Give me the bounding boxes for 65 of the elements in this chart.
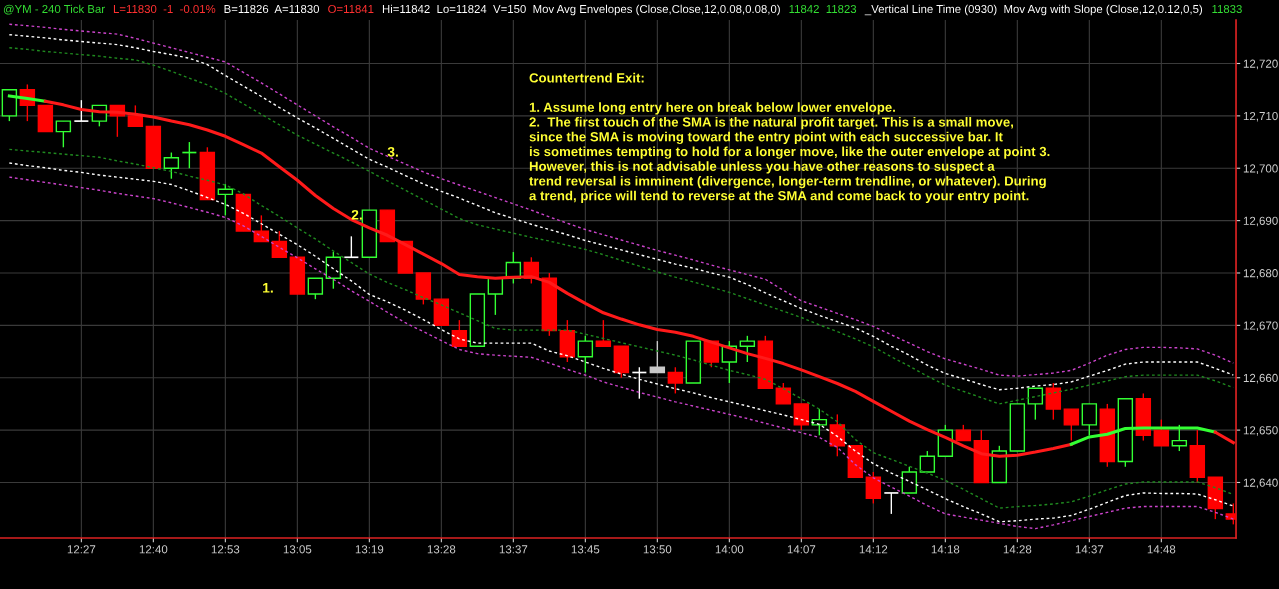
candlestick (829, 413, 846, 457)
text: _Vertical Line Time (0930) Mov Avg with Slope (Close,12,0.12,0,5) (864, 4, 1203, 16)
x-tick-label: 12:40 (139, 545, 168, 554)
y-tick-label: 12,700 (1243, 164, 1278, 174)
candlestick (163, 151, 180, 180)
candlestick (325, 251, 342, 290)
text: 11842 11823 (789, 4, 857, 14)
candlestick (1153, 418, 1170, 447)
chart-title: @YM - 240 Tick Bar (3, 4, 105, 15)
candlestick (1063, 408, 1080, 442)
candlestick (271, 230, 288, 258)
candlestick (343, 235, 360, 259)
y-tick-label: 12,690 (1243, 216, 1278, 227)
x-tick-label: 13:45 (571, 545, 600, 554)
candlestick (55, 120, 72, 148)
candlestick (451, 319, 468, 348)
candlestick (667, 366, 684, 395)
candlestick (127, 104, 144, 128)
candlestick (883, 492, 900, 515)
y-tick-label: 12,640 (1243, 478, 1278, 489)
candlestick (577, 335, 594, 374)
x-tick-label: 14:48 (1147, 545, 1176, 554)
x-tick-label: 13:19 (355, 545, 384, 554)
line-series (43, 99, 1073, 458)
y-tick-label: 12,710 (1243, 112, 1278, 122)
y-tick-label: 12,670 (1243, 321, 1278, 332)
text: B=11826 A=11830 (224, 4, 320, 14)
x-tick-label: 13:37 (499, 545, 528, 554)
x-tick-label: 14:00 (715, 545, 744, 554)
y-tick-label: 12,720 (1243, 59, 1278, 70)
candlestick (73, 99, 90, 122)
y-tick-label: 12,680 (1243, 269, 1278, 279)
candlestick (1045, 382, 1062, 421)
x-tick-label: 13:28 (427, 545, 456, 554)
candlestick (865, 471, 882, 505)
text: O=11841 (328, 4, 374, 14)
y-tick-label: 12,650 (1243, 426, 1278, 436)
candlestick (253, 214, 270, 243)
candlestick (1027, 387, 1044, 421)
annotation: 3. (387, 146, 398, 157)
candlestick (793, 403, 810, 431)
y-tick-label: 12,660 (1243, 373, 1278, 384)
text: Hi=11842 Lo=11824 V=150 Mov Avg Envelopes (Close,Close,12,0.08,0.08,0) (382, 4, 780, 16)
candlestick (595, 319, 612, 348)
annotation: 2. (351, 209, 362, 220)
text: L=11830 -1 -0.01% (113, 4, 216, 14)
candlestick (649, 340, 666, 374)
x-tick-label: 13:05 (283, 545, 312, 554)
candlestick (811, 408, 828, 437)
x-tick-label: 14:28 (1003, 545, 1032, 554)
candlestick (775, 382, 792, 405)
candlestick (739, 335, 756, 363)
x-tick-label: 14:18 (931, 545, 960, 554)
x-tick-label: 14:07 (787, 545, 816, 554)
candlestick (901, 466, 918, 494)
candlestick (307, 277, 324, 300)
candlestick (217, 183, 234, 217)
text: Countertrend Exit: 1. Assume long entry here on break below lower envelope. 2. The first touch of the SMA is the natural profit target. This is a small move, since the SMA is moving toward the entry point with each successive bar. It is sometimes tempting to hold for a longer move, like the outer envelope at point 3. However, this is not advisable unless you have other reasons to suspect a trend reversal is imminent (divergence, longer-term trendline, or whatever). During a trend, price will tend to reverse at the SMA and come back to your entry point. (529, 72, 1050, 203)
x-tick-label: 12:27 (67, 545, 96, 554)
annotation: 1. (263, 283, 273, 293)
x-tick-label: 14:37 (1075, 545, 1104, 554)
text: 11833 (1212, 4, 1242, 14)
x-tick-label: 14:12 (859, 545, 888, 554)
x-tick-label: 13:50 (643, 545, 672, 554)
x-tick-label: 12:53 (211, 545, 240, 554)
